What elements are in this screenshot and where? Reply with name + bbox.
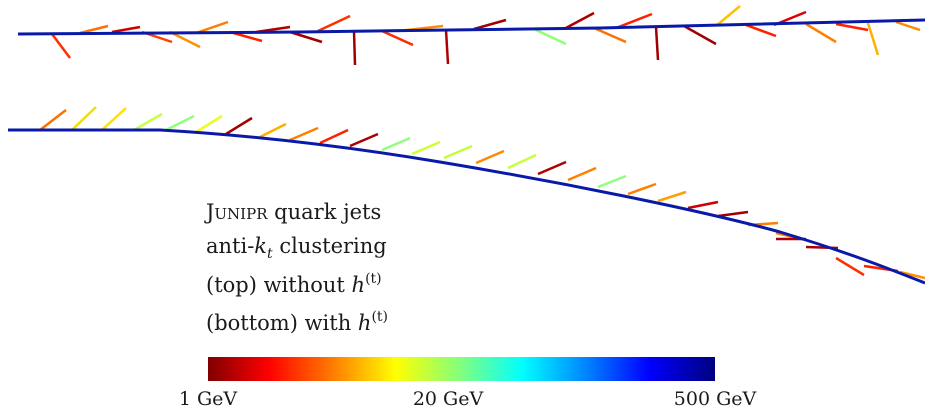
emission: [111, 25, 141, 34]
colorbar-label-max: 500 GeV: [674, 388, 757, 410]
emission: [715, 5, 741, 27]
emission: [381, 136, 411, 152]
legend-kt-var: k: [254, 234, 267, 258]
legend-h-symbol: h: [352, 273, 366, 297]
emission: [475, 149, 505, 165]
emission: [101, 107, 127, 131]
emission: [289, 30, 323, 44]
emission: [895, 20, 921, 32]
legend-h-symbol: h: [358, 311, 372, 335]
emission: [805, 22, 837, 44]
legend-kt-sub: t: [267, 246, 273, 262]
bottom-branch-emissions: [39, 106, 925, 280]
emission: [537, 160, 567, 176]
emission: [225, 116, 253, 136]
emission: [381, 29, 414, 47]
emission: [289, 126, 319, 142]
legend-bottom-with: (bottom) with: [206, 311, 358, 335]
emission: [563, 11, 595, 31]
emission: [654, 26, 660, 61]
emission: [567, 166, 597, 182]
emission: [195, 20, 229, 35]
emission: [317, 14, 351, 33]
emission: [259, 122, 287, 139]
top-branch-line: [17, 18, 925, 36]
emission: [615, 12, 653, 30]
emission: [717, 210, 749, 218]
emission: [71, 106, 97, 131]
emission: [169, 30, 201, 49]
emission: [165, 114, 195, 132]
emission: [39, 109, 67, 131]
emission: [444, 29, 450, 65]
emission: [507, 153, 537, 170]
legend-top-without: (top) without: [206, 273, 352, 297]
top-branch-emissions: [51, 5, 921, 66]
emission: [627, 182, 657, 196]
legend-h-superscript: (t): [365, 271, 382, 287]
emission: [597, 174, 627, 189]
legend-line-1: Junipr quark jets: [204, 200, 381, 224]
emission: [835, 256, 865, 277]
emission: [899, 270, 925, 280]
emission: [133, 112, 163, 132]
emission: [195, 114, 223, 134]
legend-anti: anti-: [206, 234, 254, 258]
emission: [745, 23, 777, 38]
legend-h-superscript: (t): [371, 309, 388, 325]
emission: [593, 26, 627, 44]
emission: [866, 22, 880, 56]
emission: [352, 30, 357, 66]
emission: [657, 190, 687, 203]
legend-line-4: (bottom) with h(t): [206, 309, 388, 335]
emission: [319, 128, 349, 145]
legend: Junipr quark jets anti-kt clustering (to…: [204, 200, 388, 335]
emission: [443, 144, 473, 160]
emission: [687, 200, 719, 210]
emission: [349, 132, 379, 148]
legend-line-2: anti-kt clustering: [206, 234, 387, 262]
emission: [533, 27, 567, 46]
emission: [411, 140, 441, 156]
emission: [79, 24, 109, 35]
emission: [473, 18, 507, 31]
colorbar-label-mid: 20 GeV: [413, 388, 484, 410]
emission: [683, 24, 717, 46]
legend-clustering: clustering: [273, 234, 387, 258]
colorbar: [208, 357, 715, 381]
emission: [835, 22, 869, 32]
colorbar-label-min: 1 GeV: [179, 388, 238, 410]
legend-quark-jets: quark jets: [268, 200, 382, 224]
emission: [51, 33, 71, 59]
legend-junipr: Junipr: [204, 200, 268, 224]
legend-line-3: (top) without h(t): [206, 271, 382, 297]
bottom-branch-line: [8, 128, 925, 285]
